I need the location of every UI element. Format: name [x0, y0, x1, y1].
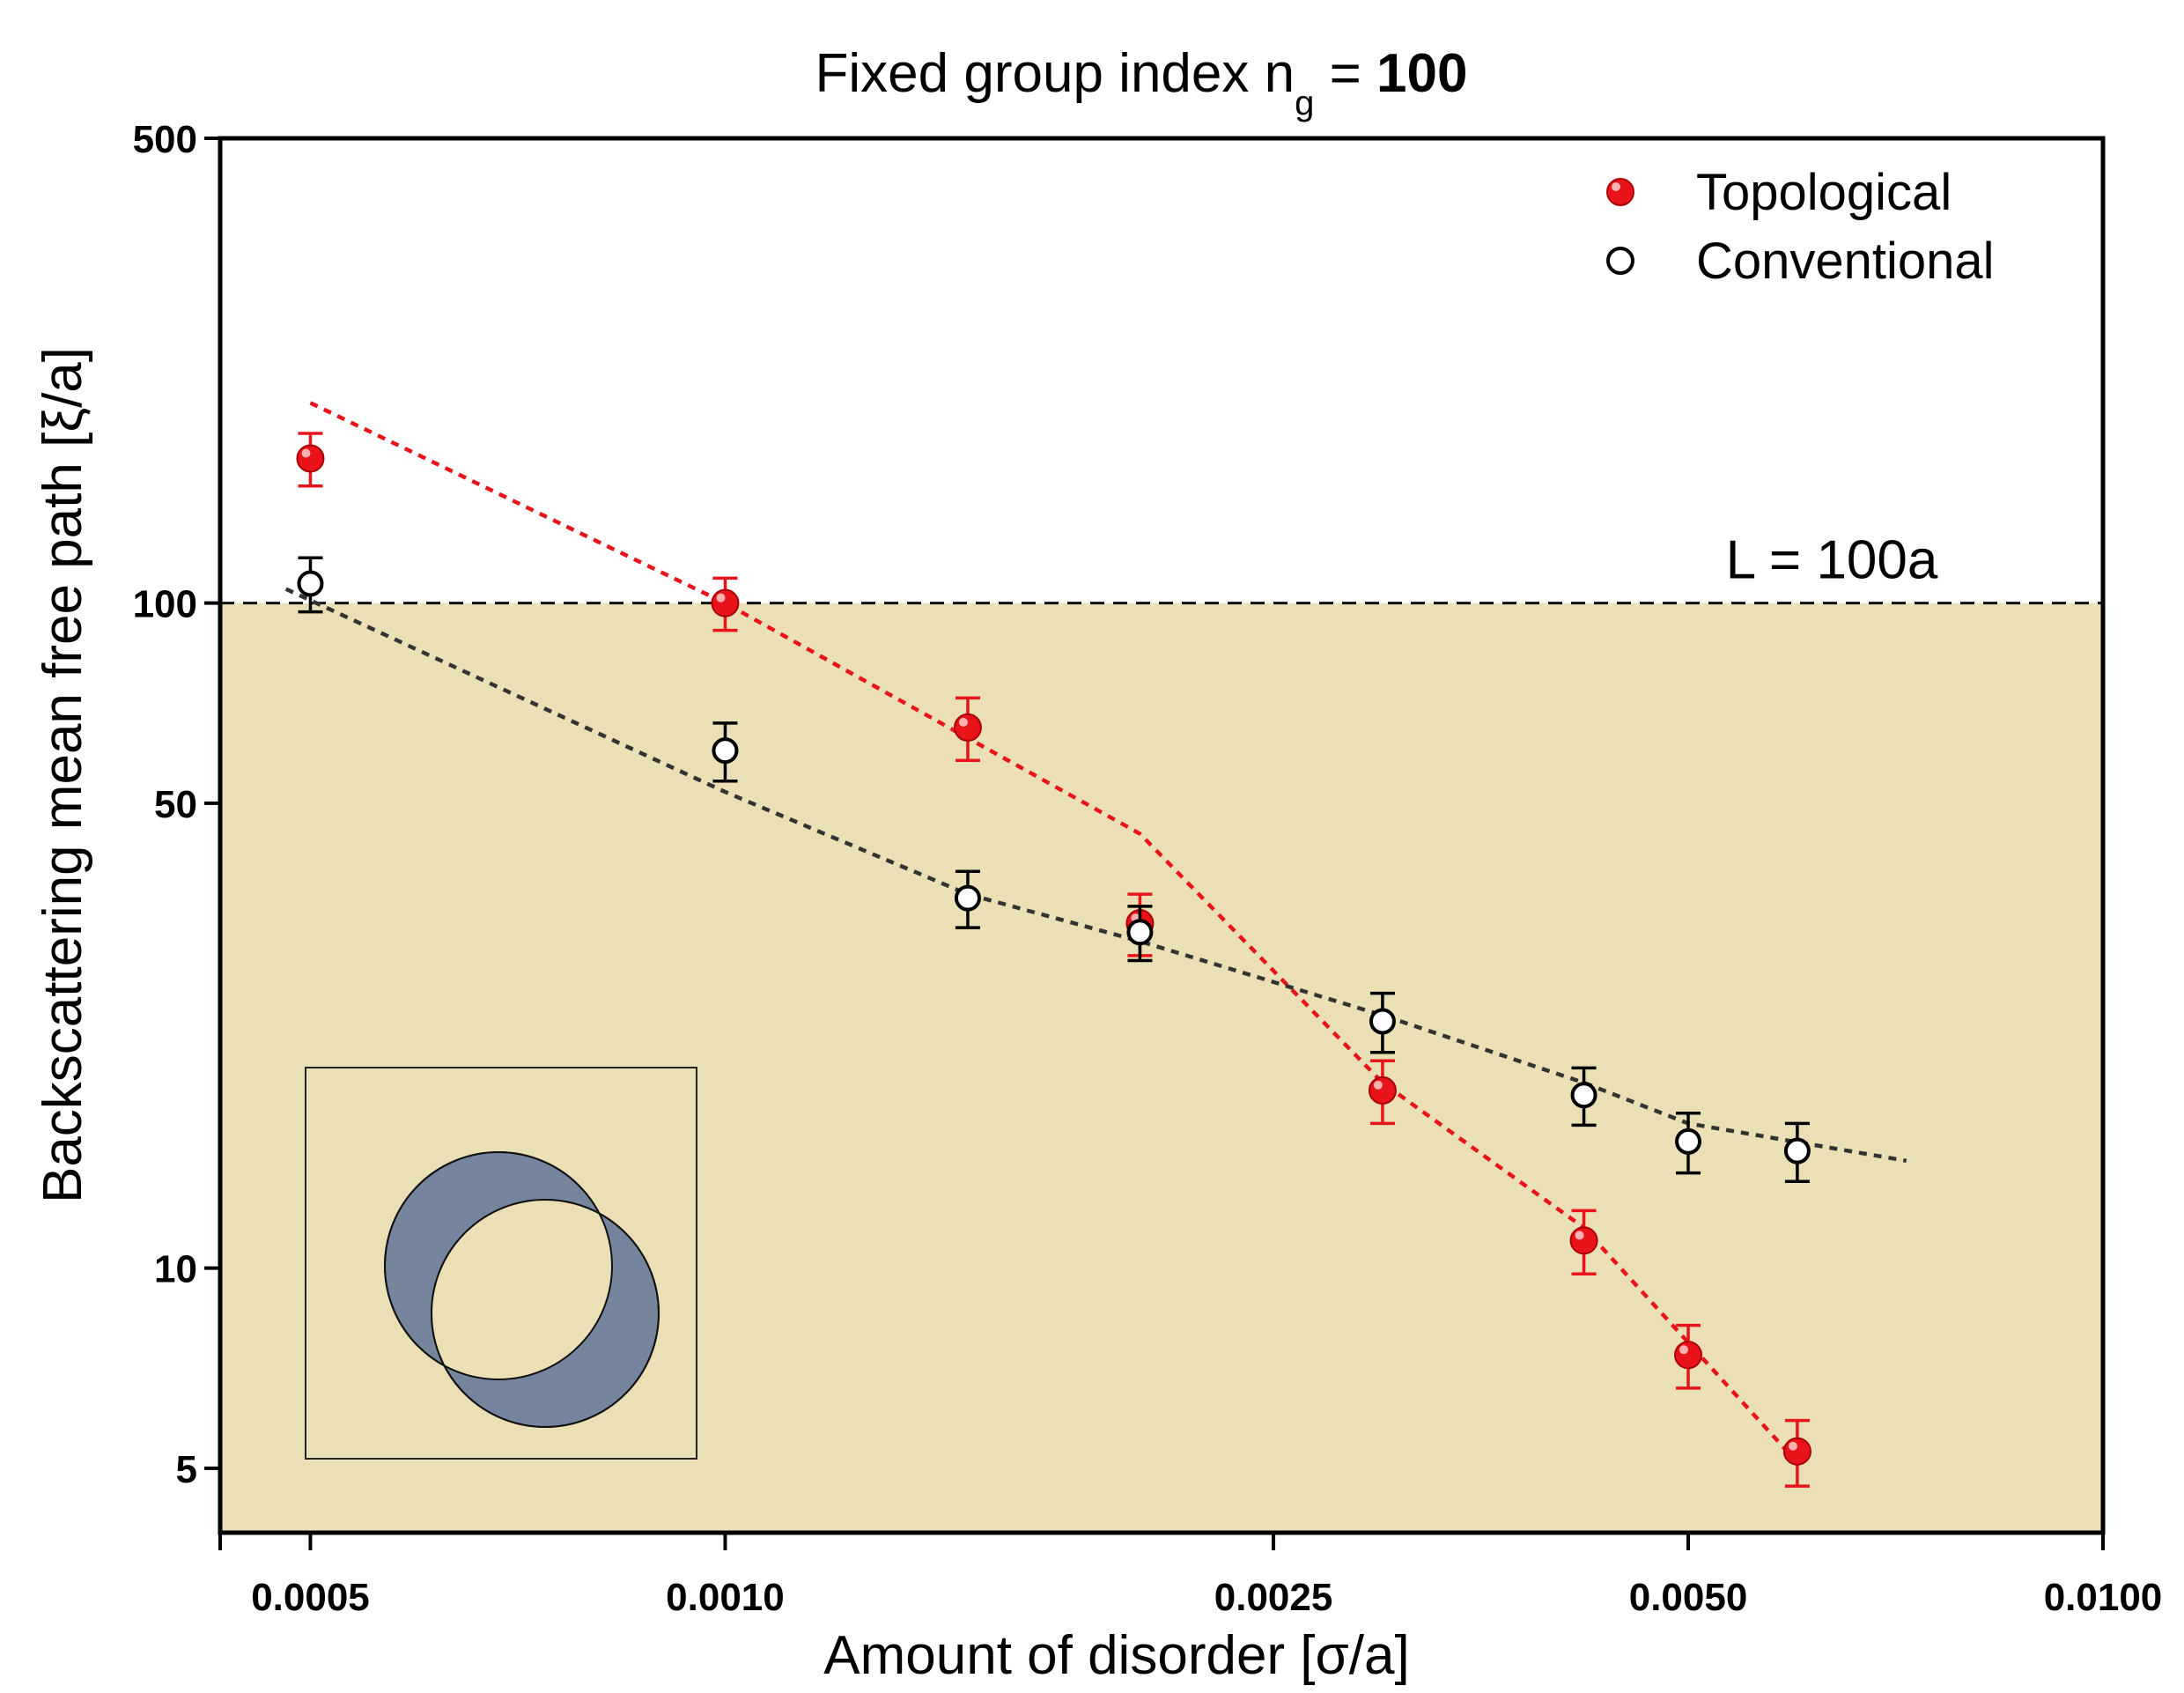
title-subscript: g	[1295, 84, 1314, 122]
y-tick-label-3: 100	[133, 583, 197, 626]
point-topological-7	[1782, 1437, 1811, 1466]
y-tick-label-2: 50	[154, 783, 197, 826]
inset-diagram	[305, 1067, 697, 1460]
point-conventional-2	[954, 884, 981, 912]
x-tick-label-2: 0.0025	[1214, 1576, 1333, 1619]
point-topological-1	[711, 588, 740, 617]
y-axis-label: Backscattering mean free path [ξ/a]	[33, 347, 93, 1203]
y-tick-label-4: 500	[133, 118, 197, 161]
point-conventional-7	[1783, 1137, 1811, 1164]
point-topological-4	[1368, 1076, 1397, 1105]
axis-ticks: 0.0005 0.0010 0.0025 0.0050 0.0100 5 10 50 100 50…	[133, 118, 2163, 1619]
point-topological-0	[296, 444, 325, 473]
point-conventional-4	[1369, 1008, 1396, 1035]
title-eq: =	[1314, 43, 1376, 104]
point-conventional-5	[1570, 1082, 1597, 1109]
x-tick-label-0: 0.0005	[251, 1576, 370, 1619]
fit-line-topological	[309, 401, 1799, 1464]
threshold-label: L = 100a	[1726, 530, 1938, 591]
inset-frame	[305, 1067, 697, 1460]
legend-marker-topological	[1606, 178, 1634, 206]
fit-line-conventional	[284, 587, 1907, 1164]
inset-circle-front-outline	[431, 1199, 660, 1428]
x-tick-label-1: 0.0010	[666, 1576, 785, 1619]
y-tick-label-1: 10	[154, 1248, 197, 1291]
point-highlight-topological-0	[301, 448, 311, 458]
point-topological-6	[1674, 1341, 1703, 1370]
point-conventional-6	[1675, 1127, 1702, 1155]
x-axis-label: Amount of disorder [σ/a]	[823, 1625, 1409, 1686]
legend-marker-conventional	[1606, 247, 1634, 275]
legend-label-topological: Topological	[1696, 164, 1952, 221]
x-tick-label-4: 0.0100	[2044, 1576, 2163, 1619]
title-prefix: Fixed group index n	[815, 43, 1295, 104]
x-tick-label-3: 0.0050	[1629, 1576, 1748, 1619]
point-highlight-topological-5	[1575, 1231, 1584, 1240]
fit-lines	[284, 401, 1907, 1464]
point-conventional-1	[712, 737, 739, 765]
point-conventional-0	[297, 570, 324, 597]
point-highlight-topological-6	[1679, 1345, 1689, 1355]
y-tick-label-0: 5	[176, 1448, 197, 1491]
point-highlight-topological-4	[1373, 1080, 1383, 1090]
point-highlight-topological-2	[958, 717, 968, 727]
point-conventional-3	[1126, 919, 1154, 946]
legend: Topological Conventional	[1606, 164, 1995, 290]
point-highlight-topological-7	[1788, 1441, 1797, 1451]
legend-marker-topological-highlight	[1612, 182, 1620, 191]
plot-frame	[218, 136, 2106, 1535]
chart-title: Fixed group index ng = 100	[815, 43, 1468, 122]
point-highlight-topological-1	[716, 593, 726, 603]
legend-label-conventional: Conventional	[1696, 233, 1995, 290]
point-topological-2	[953, 713, 982, 742]
inset-circle-back-outline	[384, 1151, 613, 1380]
title-value: 100	[1376, 43, 1467, 104]
data-markers	[296, 432, 1811, 1488]
point-topological-5	[1569, 1226, 1598, 1255]
